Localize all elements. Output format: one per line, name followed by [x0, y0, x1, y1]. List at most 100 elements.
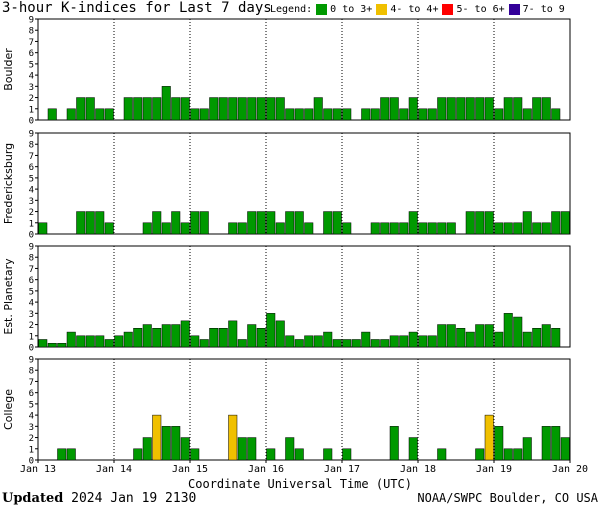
bar	[484, 211, 494, 235]
bar	[437, 222, 447, 235]
bar	[304, 108, 314, 121]
y-tick-label: 7	[29, 152, 34, 162]
bar	[323, 108, 333, 121]
bar	[304, 222, 314, 235]
bar	[475, 324, 485, 348]
y-tick-label: 7	[29, 265, 34, 275]
y-tick-label: 5	[29, 287, 34, 297]
bar	[342, 339, 352, 348]
bar	[456, 97, 466, 121]
bar	[190, 108, 200, 121]
bar	[380, 97, 390, 121]
y-tick-label: 5	[29, 60, 34, 70]
legend-label: Legend:	[270, 4, 313, 15]
bar	[152, 414, 162, 461]
bar	[142, 97, 152, 121]
bar	[275, 320, 285, 348]
bar	[522, 331, 532, 348]
bar	[503, 97, 513, 121]
bar	[237, 222, 247, 235]
bar	[228, 97, 238, 121]
y-tick-label: 8	[29, 141, 34, 151]
bar	[484, 414, 494, 461]
bar	[370, 222, 380, 235]
bar	[494, 426, 504, 461]
bar	[47, 108, 57, 121]
bar	[541, 324, 551, 348]
y-tick-label: 4	[29, 72, 34, 82]
bar	[522, 437, 532, 461]
y-tick-label: 0	[29, 344, 34, 354]
bar	[408, 97, 418, 121]
bar	[228, 222, 238, 235]
x-tick-label: Jan 13	[20, 464, 56, 475]
bar	[104, 108, 114, 121]
bar	[475, 97, 485, 121]
bar	[370, 339, 380, 348]
bar	[95, 335, 105, 348]
bar	[57, 343, 67, 348]
bar	[104, 222, 114, 235]
bar	[399, 335, 409, 348]
bar	[484, 324, 494, 348]
legend-text-quiet: 0 to 3+	[330, 4, 373, 15]
bar	[313, 97, 323, 121]
bar	[294, 448, 304, 461]
bar	[551, 426, 561, 461]
bar	[142, 437, 152, 461]
bar	[551, 328, 561, 348]
bar	[199, 339, 209, 348]
bar	[285, 335, 295, 348]
bar	[342, 222, 352, 235]
y-tick-label: 3	[29, 197, 34, 207]
updated-value: 2024 Jan 19 2130	[71, 491, 197, 506]
bar	[513, 222, 523, 235]
bar	[199, 211, 209, 235]
y-tick-label: 3	[29, 83, 34, 93]
updated-label: Updated	[2, 491, 64, 506]
bar	[66, 448, 76, 461]
bar	[152, 328, 162, 348]
bar	[513, 448, 523, 461]
bar	[152, 211, 162, 235]
bar	[418, 222, 428, 235]
bar	[247, 97, 257, 121]
bar	[465, 211, 475, 235]
bar	[228, 414, 238, 461]
bar	[342, 108, 352, 121]
bar	[38, 339, 48, 348]
legend-swatch-quiet	[316, 4, 328, 15]
bar	[437, 324, 447, 348]
bar	[38, 222, 48, 235]
y-tick-label: 8	[29, 254, 34, 264]
bar	[522, 211, 532, 235]
bar	[494, 108, 504, 121]
legend-item-severe: 7- to 9	[508, 4, 565, 15]
bar	[560, 211, 570, 235]
bar	[47, 343, 57, 348]
y-tick-label: 9	[29, 243, 34, 253]
bar	[532, 328, 542, 348]
bar	[256, 97, 266, 121]
bar	[465, 97, 475, 121]
bar	[57, 448, 67, 461]
bar	[171, 426, 181, 461]
legend-text-active: 4- to 4+	[390, 4, 439, 15]
bar	[76, 335, 86, 348]
y-tick-label: 6	[29, 163, 34, 173]
y-tick-label: 9	[29, 130, 34, 140]
y-tick-label: 2	[29, 94, 34, 104]
bar	[361, 108, 371, 121]
bar	[342, 448, 352, 461]
source-credit: NOAA/SWPC Boulder, CO USA	[417, 491, 598, 505]
bar	[266, 313, 276, 348]
y-tick-label: 7	[29, 378, 34, 388]
bar	[408, 437, 418, 461]
legend-item-quiet: 0 to 3+	[316, 4, 372, 15]
bar	[551, 211, 561, 235]
y-tick-label: 0	[29, 117, 34, 127]
bar	[256, 211, 266, 235]
y-tick-label: 5	[29, 400, 34, 410]
bar	[408, 211, 418, 235]
x-tick-label: Jan 16	[248, 464, 284, 475]
